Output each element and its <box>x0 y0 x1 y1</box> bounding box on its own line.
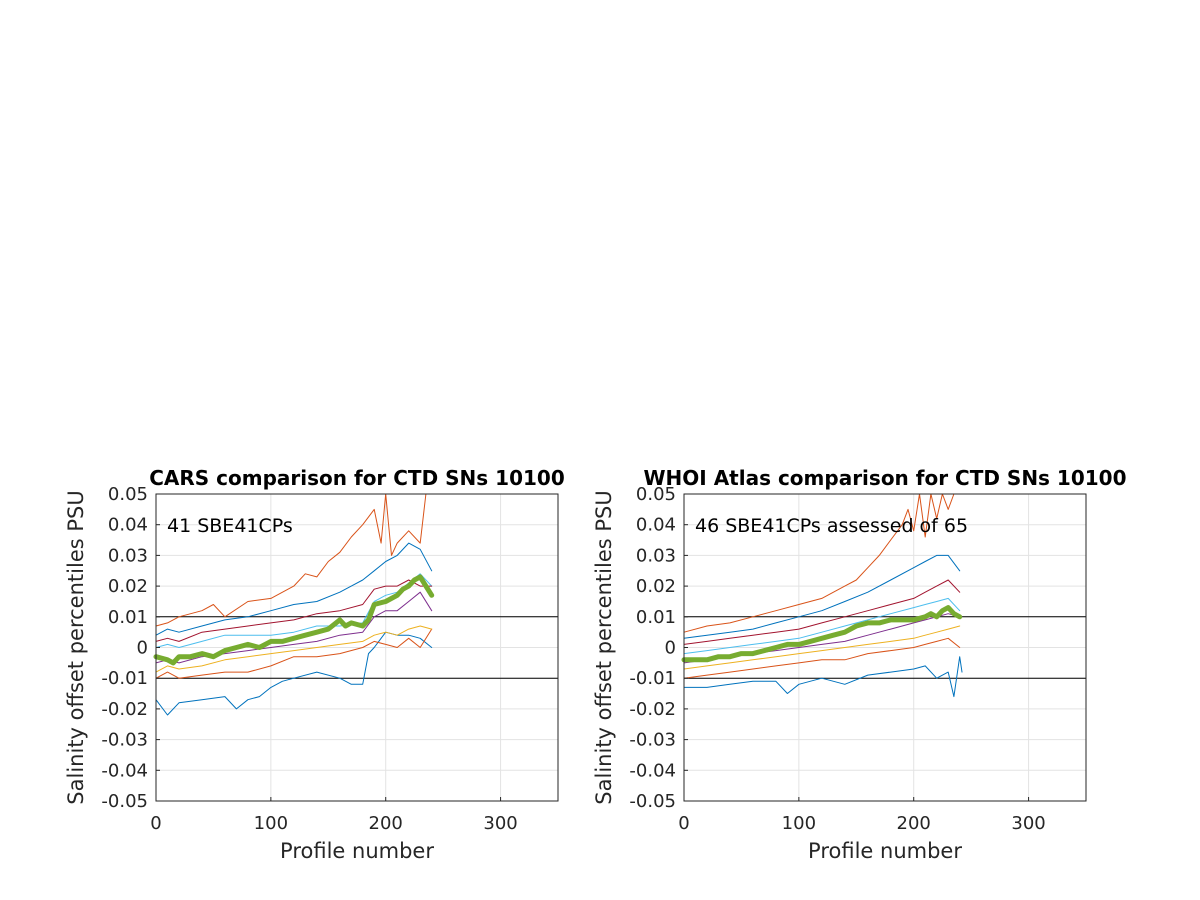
y-tick-label: 0.02 <box>108 576 148 597</box>
y-tick-label: 0 <box>137 638 148 659</box>
x-tick-label: 200 <box>897 813 931 834</box>
y-tick-label: -0.01 <box>101 668 148 689</box>
series-line-p-lowmid <box>155 628 433 679</box>
chart-title: CARS comparison for CTD SNs 10100 <box>149 466 564 490</box>
series-line-p-high <box>155 493 435 627</box>
series-line-p-lowmid <box>683 637 961 679</box>
axis-ticks: -0.05 -0.04 -0.03 -0.02 -0.01 0 0.01 0.02 0.03 0.… <box>629 484 1045 834</box>
x-tick-label: 300 <box>1011 813 1045 834</box>
x-tick-label: 100 <box>254 813 288 834</box>
y-tick-label: -0.03 <box>629 730 676 751</box>
series-line-p-75 <box>683 579 961 645</box>
y-tick-label: 0.05 <box>108 484 148 505</box>
series-line-p-25 <box>155 625 433 673</box>
y-tick-label: 0.05 <box>636 484 676 505</box>
y-tick-label: -0.03 <box>101 730 148 751</box>
data-series <box>153 493 435 716</box>
annotation-text: 46 SBE41CPs assessed of 65 <box>695 515 968 537</box>
x-tick-label: 300 <box>483 813 517 834</box>
y-tick-label: -0.01 <box>629 668 676 689</box>
series-line-p-low <box>683 656 963 698</box>
series-line-p-90 <box>155 542 433 636</box>
x-axis-label: Profile number <box>280 839 434 863</box>
y-tick-label: 0.04 <box>636 515 676 536</box>
series-line-median <box>681 605 963 663</box>
y-tick-label: -0.02 <box>629 699 676 720</box>
y-tick-label: -0.05 <box>629 791 676 812</box>
y-tick-label: -0.04 <box>629 760 676 781</box>
y-tick-label: 0.02 <box>636 576 676 597</box>
series-line-p-60 <box>683 597 961 655</box>
data-series <box>681 493 963 698</box>
whoi-atlas-comparison-chart: -0.05 -0.04 -0.03 -0.02 -0.01 0 0.01 0.02 0.03 0.… <box>592 466 1127 863</box>
chart-title: WHOI Atlas comparison for CTD SNs 10100 <box>643 466 1126 490</box>
annotation-text: 41 SBE41CPs <box>167 515 293 537</box>
series-line-p-25 <box>683 625 961 670</box>
cars-comparison-chart: -0.05 -0.04 -0.03 -0.02 -0.01 0 0.01 0.02 0.03 0.… <box>64 466 565 863</box>
series-line-p-high <box>683 493 963 633</box>
series-line-p-40 <box>155 591 433 664</box>
y-axis-label: Salinity offset percentiles PSU <box>64 490 88 804</box>
x-axis-label: Profile number <box>808 839 962 863</box>
x-tick-label: 0 <box>678 813 689 834</box>
series-line-median <box>153 574 435 666</box>
y-tick-label: 0.01 <box>636 607 676 628</box>
x-tick-label: 100 <box>782 813 816 834</box>
series-line-p-75 <box>155 579 433 642</box>
y-tick-label: 0 <box>665 638 676 659</box>
y-tick-label: -0.04 <box>101 760 148 781</box>
y-axis-label: Salinity offset percentiles PSU <box>592 490 616 804</box>
y-tick-label: -0.02 <box>101 699 148 720</box>
y-tick-label: 0.03 <box>108 545 148 566</box>
y-tick-label: 0.04 <box>108 515 148 536</box>
axis-ticks: -0.05 -0.04 -0.03 -0.02 -0.01 0 0.01 0.02 0.03 0.… <box>101 484 517 834</box>
y-tick-label: 0.03 <box>636 545 676 566</box>
y-tick-label: -0.05 <box>101 791 148 812</box>
x-tick-label: 200 <box>369 813 403 834</box>
series-line-p-90 <box>683 554 961 639</box>
y-tick-label: 0.01 <box>108 607 148 628</box>
reference-lines <box>156 616 558 679</box>
x-tick-label: 0 <box>150 813 161 834</box>
